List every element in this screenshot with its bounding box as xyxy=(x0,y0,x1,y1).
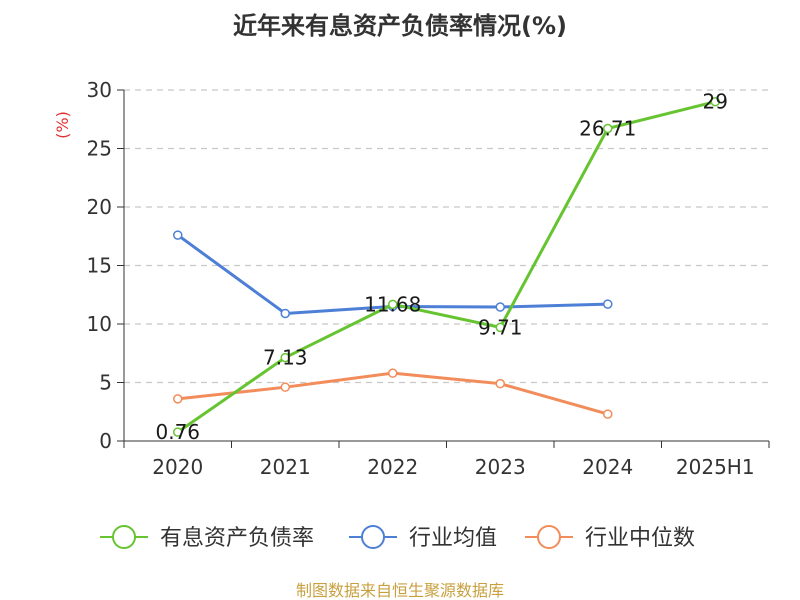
series-line xyxy=(177,371,609,416)
x-tick-label: 2021 xyxy=(260,455,311,479)
series-2 xyxy=(173,368,613,419)
data-label: 0.76 xyxy=(155,420,200,444)
y-tick-label: 0 xyxy=(99,429,112,453)
data-label: 26.71 xyxy=(579,116,636,140)
data-labels: 0.76 7.13 11.68 9.71 26.71 29 xyxy=(155,90,727,444)
series-point xyxy=(173,230,183,240)
series-0 xyxy=(173,96,720,437)
data-label: 9.71 xyxy=(478,315,523,339)
axes: 0 5 10 15 20 25 30 2020 2021 2022 2023 2024 2025H1 xyxy=(87,78,770,479)
data-label: 11.68 xyxy=(364,292,421,316)
source-note: 制图数据来自恒生聚源数据库 xyxy=(296,581,504,600)
legend-marker xyxy=(537,525,561,549)
x-tick-label: 2025H1 xyxy=(676,455,755,479)
series-lines xyxy=(173,96,720,437)
series-point xyxy=(710,96,720,107)
data-label: 7.13 xyxy=(263,346,308,370)
series-point xyxy=(280,382,290,392)
y-tick-label: 5 xyxy=(99,371,112,395)
series-point xyxy=(603,123,613,134)
series-point xyxy=(495,378,505,389)
y-axis-label: (%) xyxy=(53,111,72,139)
y-tick-label: 10 xyxy=(87,312,112,336)
series-point xyxy=(495,322,505,333)
y-tick-label: 20 xyxy=(87,195,112,219)
series-line xyxy=(176,100,716,434)
grid-lines xyxy=(124,89,769,384)
series-point xyxy=(495,302,505,312)
x-tick-label: 2024 xyxy=(582,455,633,479)
data-label: 29 xyxy=(703,90,728,114)
legend-marker xyxy=(361,525,385,549)
y-tick-label: 30 xyxy=(87,78,112,102)
series-point xyxy=(280,308,290,319)
legend-item: 有息资产负债率 xyxy=(100,525,314,551)
legend-label: 行业均值 xyxy=(409,526,497,551)
y-tick-label: 15 xyxy=(87,254,112,278)
legend-marker xyxy=(112,525,136,549)
legend-label: 有息资产负债率 xyxy=(160,526,314,551)
series-point xyxy=(603,299,613,309)
y-tick-label: 25 xyxy=(87,137,112,161)
x-tick-label: 2020 xyxy=(152,455,203,479)
series-point xyxy=(388,299,398,310)
legend-item: 行业中位数 xyxy=(525,525,695,551)
series-point xyxy=(173,427,183,437)
chart-title: 近年来有息资产负债率情况(%) xyxy=(233,12,567,40)
series-point xyxy=(173,394,183,404)
series-point xyxy=(280,352,290,363)
x-tick-label: 2023 xyxy=(475,455,526,479)
legend: 有息资产负债率 行业均值 行业中位数 xyxy=(100,525,695,551)
x-tick-label: 2022 xyxy=(367,455,418,479)
series-point xyxy=(388,368,398,378)
legend-label: 行业中位数 xyxy=(585,526,695,551)
legend-item: 行业均值 xyxy=(349,525,497,551)
series-point xyxy=(603,409,613,419)
